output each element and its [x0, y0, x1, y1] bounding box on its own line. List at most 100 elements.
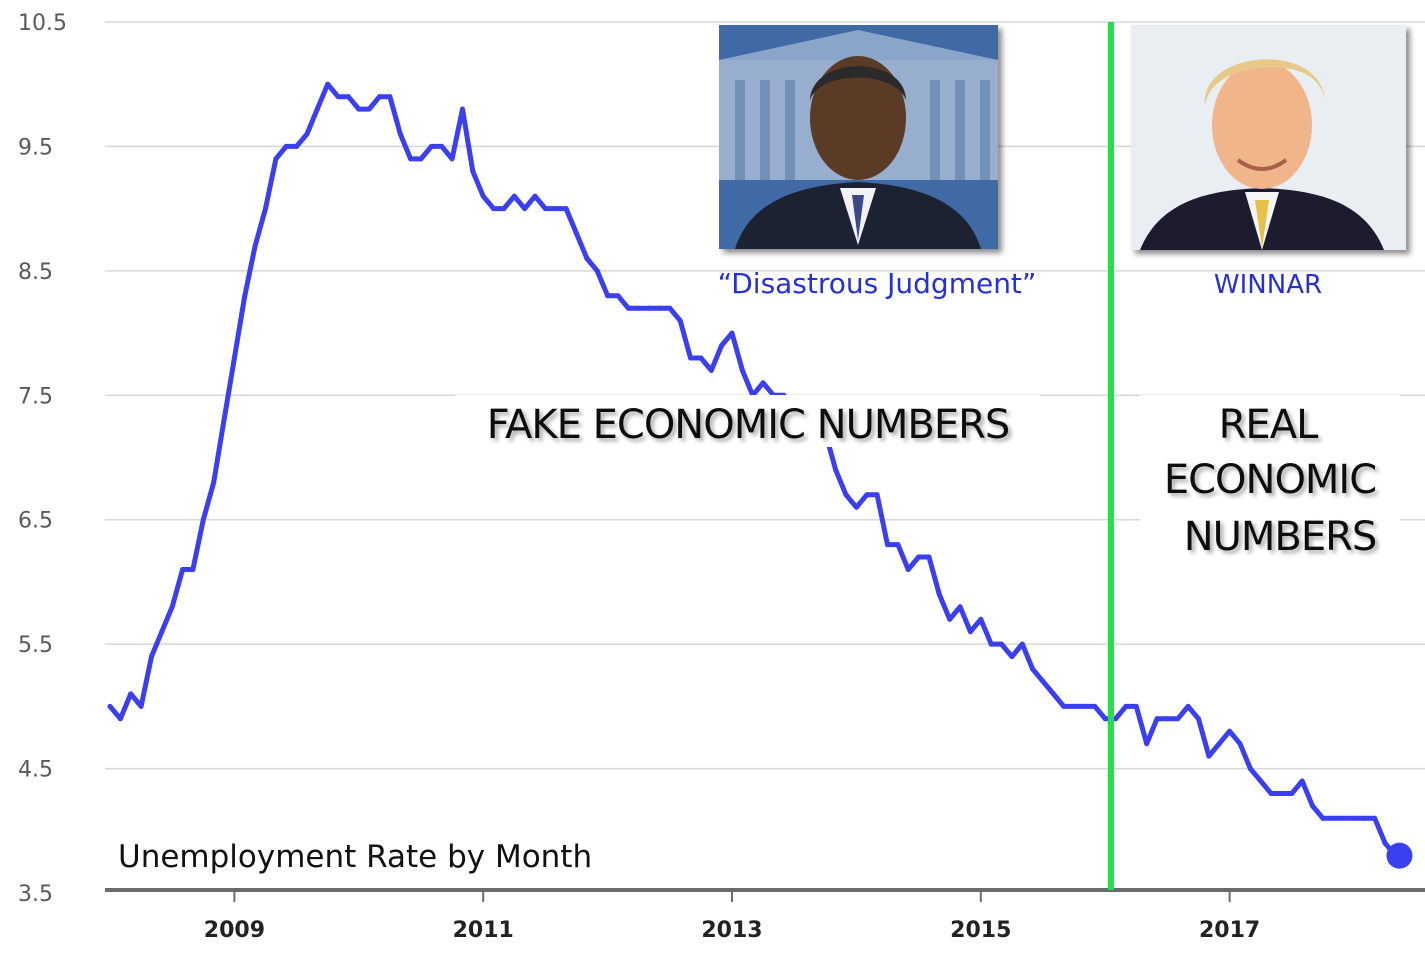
portrait-photo-left	[719, 25, 998, 249]
data-point	[885, 542, 890, 548]
data-point	[314, 106, 320, 112]
fake-label-backdrop	[455, 395, 1040, 447]
data-point	[916, 554, 922, 560]
data-point	[1185, 703, 1191, 709]
data-point	[833, 467, 839, 473]
x-tick-label: 2015	[950, 918, 1011, 943]
data-point	[1382, 840, 1388, 846]
data-point	[1258, 778, 1264, 784]
x-axis-ticks: 2009 2011 2013 2015 2017	[204, 890, 1260, 943]
data-point	[1268, 790, 1274, 796]
data-point	[563, 206, 569, 212]
data-point	[594, 268, 600, 274]
data-point	[1154, 716, 1160, 722]
data-point	[936, 591, 942, 597]
data-point	[1133, 703, 1139, 709]
data-point	[1061, 703, 1067, 709]
y-tick-label: 5.5	[18, 633, 53, 658]
data-point	[967, 629, 973, 635]
data-point	[1030, 666, 1036, 672]
data-point	[688, 355, 694, 361]
data-point	[128, 691, 134, 697]
data-point	[148, 654, 154, 660]
data-point	[1019, 641, 1025, 647]
data-point	[947, 616, 953, 622]
data-point	[1227, 728, 1233, 734]
data-point	[356, 106, 362, 112]
data-point	[294, 143, 300, 149]
data-point	[615, 293, 621, 299]
data-point	[1310, 803, 1316, 809]
data-point	[636, 305, 642, 311]
x-tick-label: 2013	[701, 918, 762, 943]
data-point	[449, 156, 455, 162]
data-point	[584, 255, 590, 261]
data-point	[708, 367, 714, 373]
data-point	[159, 629, 165, 635]
y-tick-label: 3.5	[18, 882, 53, 907]
data-point	[698, 355, 704, 361]
data-point	[180, 566, 186, 572]
data-point	[273, 156, 279, 162]
data-point	[1050, 691, 1056, 697]
real-label-line-3: NUMBERS	[1184, 514, 1377, 560]
y-tick-label: 7.5	[18, 384, 53, 409]
data-point	[1372, 815, 1378, 821]
data-point	[978, 616, 984, 622]
data-point	[231, 355, 237, 361]
data-point	[1361, 815, 1367, 821]
x-tick-label: 2017	[1199, 918, 1260, 943]
data-point	[667, 305, 673, 311]
chart-title: Unemployment Rate by Month	[118, 839, 592, 875]
data-point	[242, 293, 248, 299]
data-point	[625, 305, 631, 311]
data-point	[542, 206, 548, 212]
data-point	[719, 343, 725, 349]
data-point	[200, 517, 206, 523]
data-point	[1247, 766, 1253, 772]
gridlines	[105, 21, 1425, 770]
data-point	[501, 206, 507, 212]
data-point	[190, 566, 196, 572]
data-point	[739, 367, 745, 373]
data-point	[853, 504, 859, 510]
data-point	[1081, 703, 1087, 709]
data-point	[325, 81, 331, 87]
data-point	[169, 604, 175, 610]
data-point	[1009, 654, 1015, 660]
right-photo-caption: WINNAR	[1214, 270, 1322, 300]
data-point	[439, 143, 445, 149]
data-point	[263, 206, 268, 212]
data-point	[1123, 703, 1129, 709]
data-point	[895, 542, 901, 548]
data-point	[1113, 716, 1119, 722]
data-point	[1164, 716, 1170, 722]
data-point	[729, 330, 735, 336]
data-point	[459, 106, 465, 112]
data-point	[387, 94, 393, 100]
data-point	[1216, 741, 1222, 747]
data-point	[874, 492, 880, 498]
data-point	[656, 305, 662, 311]
left-photo-caption: “Disastrous Judgment”	[718, 267, 1037, 300]
data-point	[1341, 815, 1347, 821]
data-point	[1092, 703, 1098, 709]
x-tick-label: 2009	[204, 918, 265, 943]
data-point	[221, 417, 227, 423]
y-tick-label: 6.5	[18, 509, 53, 534]
data-point	[470, 168, 476, 174]
data-point	[480, 193, 486, 199]
x-tick-label: 2011	[453, 918, 514, 943]
data-point	[1320, 815, 1326, 821]
data-point	[988, 641, 994, 647]
data-point	[335, 94, 341, 100]
data-point	[1102, 716, 1108, 722]
data-point	[428, 143, 434, 149]
data-point	[605, 293, 611, 299]
data-point	[574, 231, 579, 237]
data-point	[1278, 790, 1284, 796]
data-point	[397, 131, 403, 137]
data-point	[1071, 703, 1077, 709]
